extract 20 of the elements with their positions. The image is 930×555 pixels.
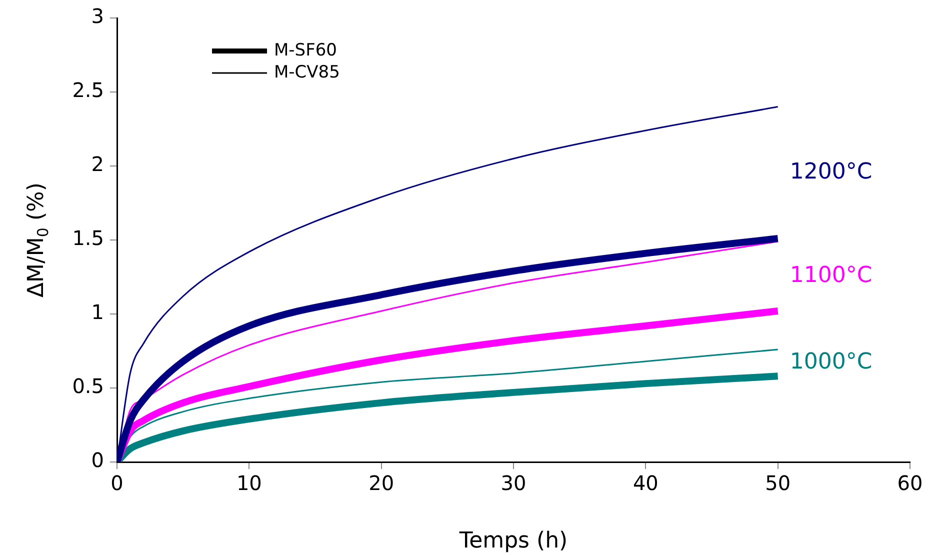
y-tick-label: 1 [91, 300, 104, 324]
series-label: 1100°C [790, 262, 872, 288]
annotation: M-SF60 [274, 40, 338, 60]
y-tick-label: 1.5 [72, 226, 104, 250]
x-tick-label: 20 [368, 471, 394, 496]
x-axis-title: Temps (h) [458, 528, 568, 554]
y-tick-label: 0 [91, 448, 104, 472]
series-label: 1000°C [790, 350, 872, 375]
x-tick-label: 40 [632, 471, 658, 496]
x-tick-label: 60 [897, 471, 923, 496]
y-tick-label: 2 [91, 152, 104, 176]
x-tick-label: 0 [110, 471, 124, 496]
y-tick-label: 3 [91, 4, 104, 28]
annotation: M-CV85 [274, 62, 340, 82]
y-tick-label: 0.5 [72, 374, 104, 398]
x-tick-label: 50 [765, 471, 791, 496]
text: 1200°C [790, 159, 872, 184]
x-tick-label: 30 [500, 471, 526, 496]
x-tick-label: 10 [236, 471, 262, 496]
y-tick-label: 2.5 [72, 78, 104, 102]
